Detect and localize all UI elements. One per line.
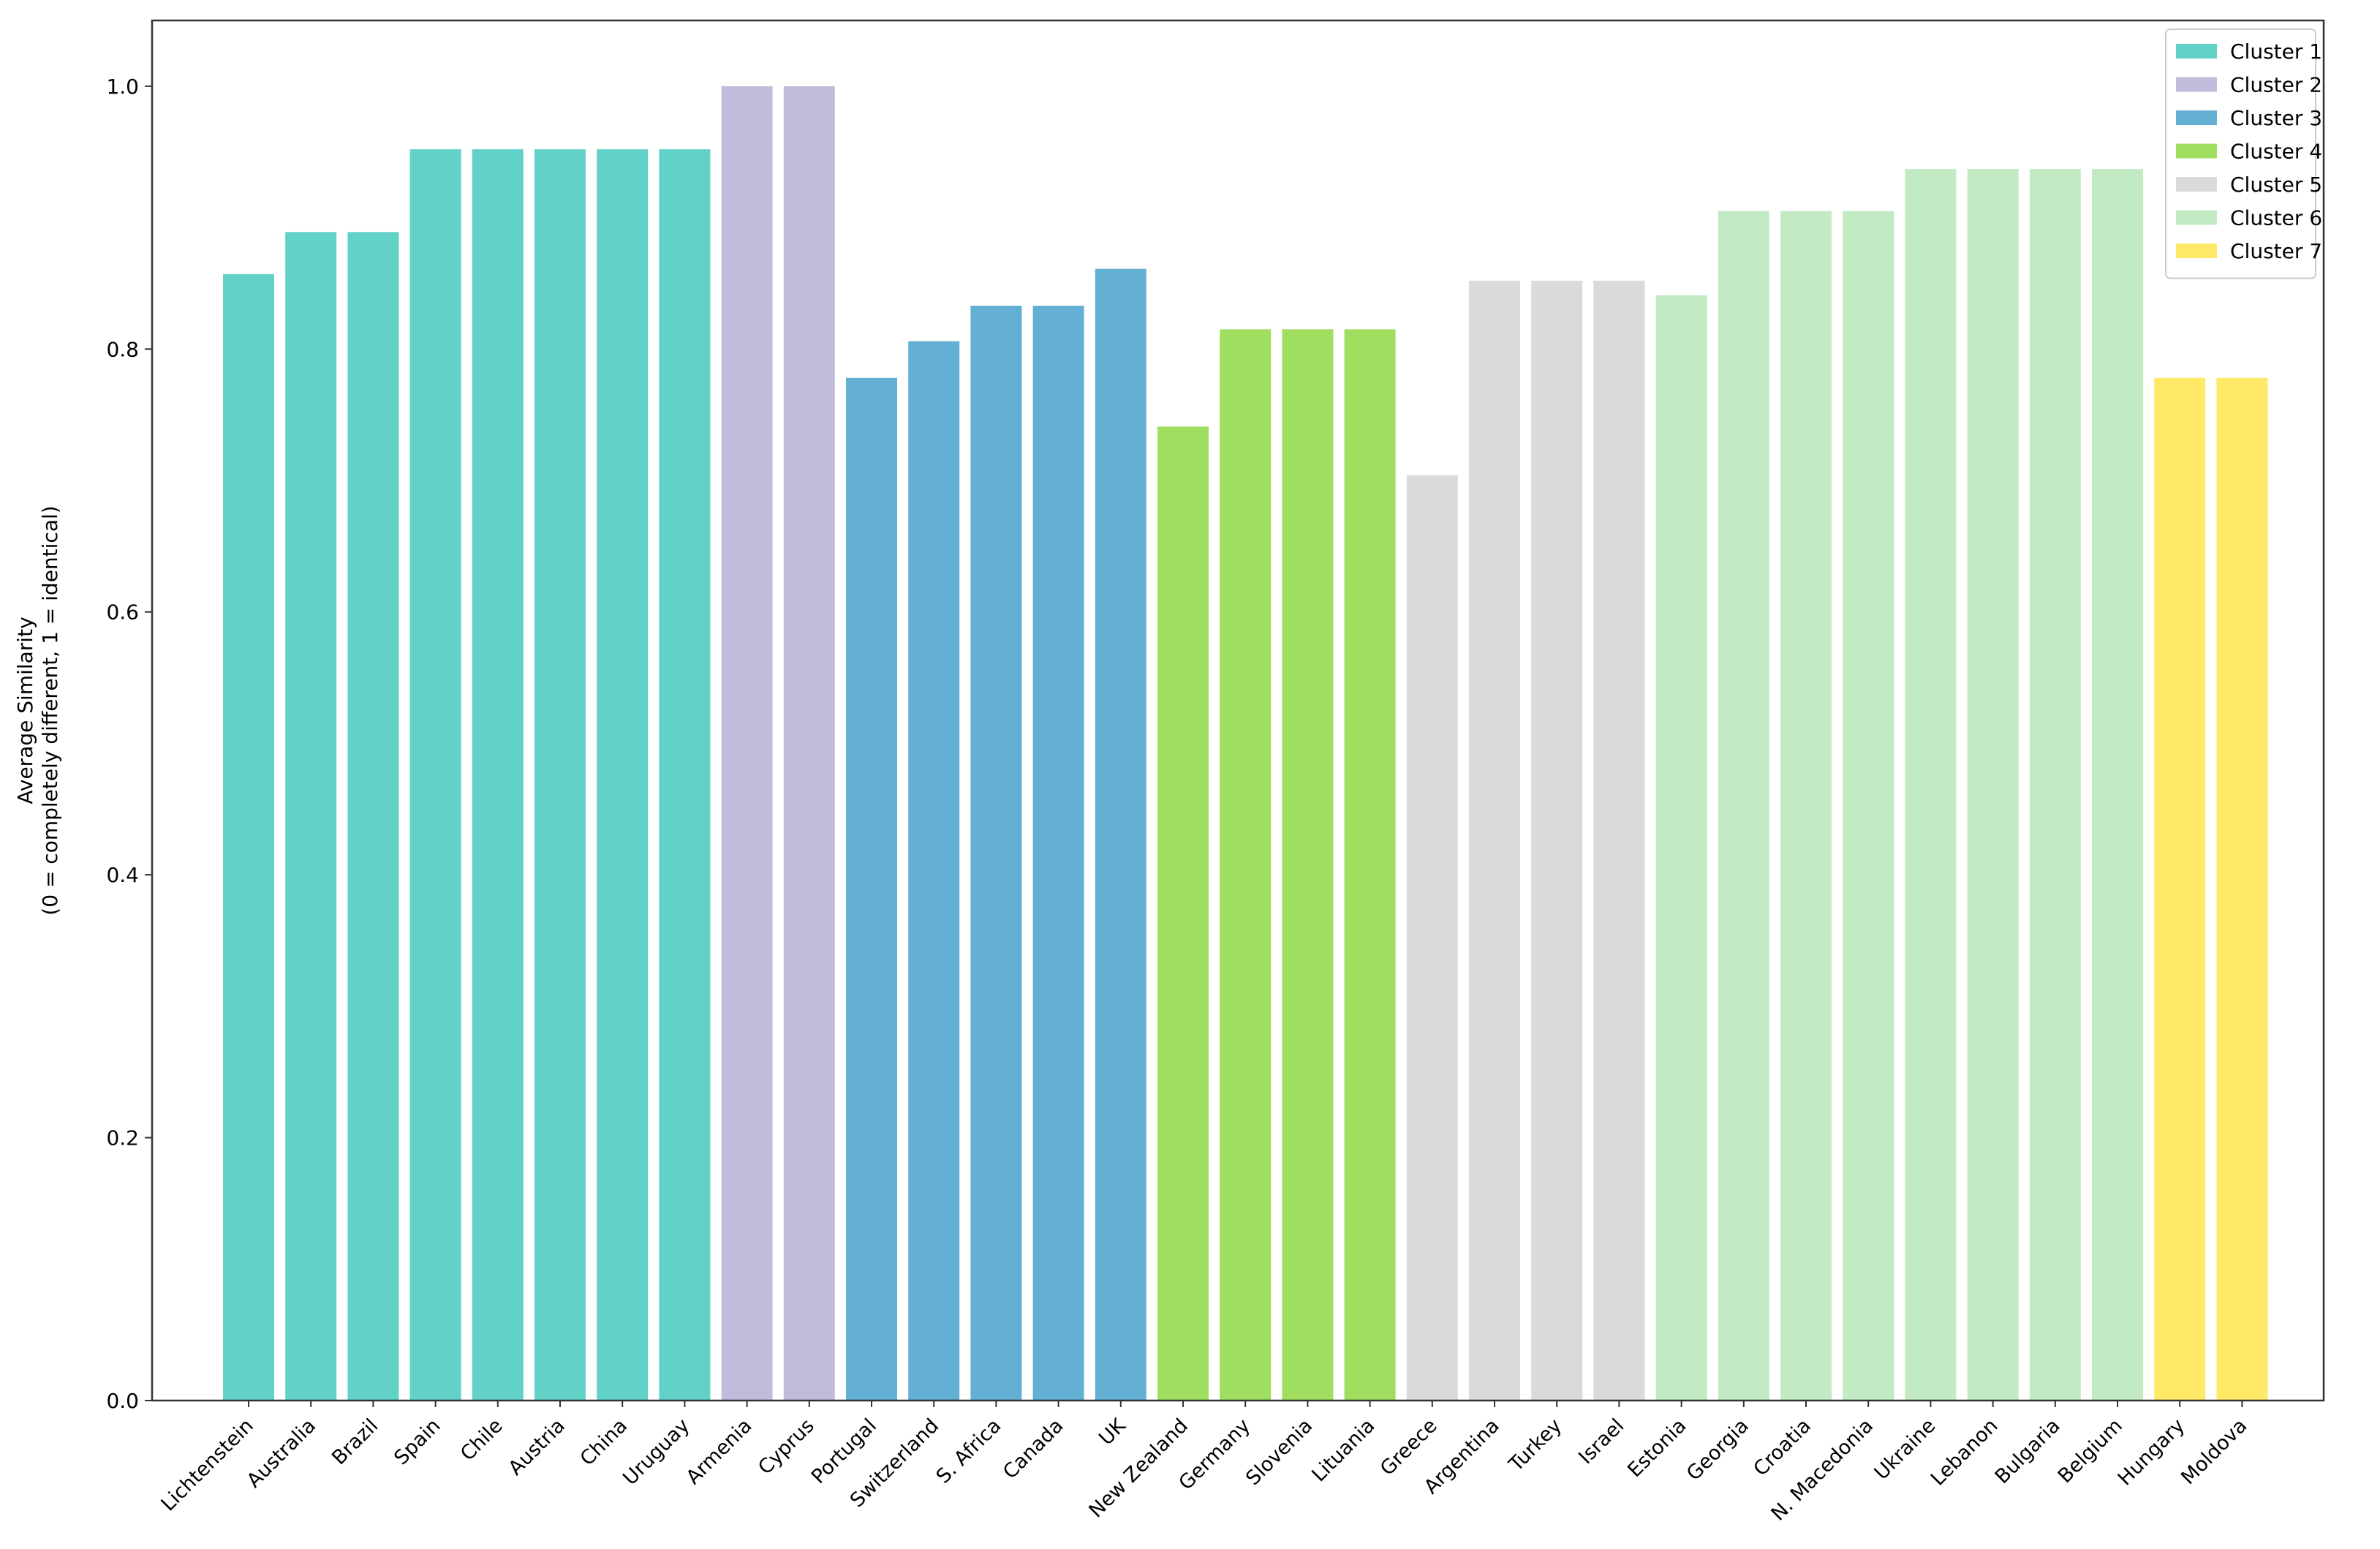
x-tick-label: Moldova (2177, 1414, 2251, 1489)
x-tick-label: China (576, 1414, 632, 1470)
bar-germany (1220, 329, 1272, 1401)
legend-label: Cluster 6 (2230, 206, 2322, 230)
bar-cyprus (783, 86, 835, 1401)
bar-chile (472, 149, 524, 1401)
y-axis-title: Average Similarity (13, 617, 37, 804)
bar-israel (1593, 280, 1645, 1401)
x-tick-label: Brazil (328, 1414, 382, 1469)
y-tick-label: 1.0 (106, 75, 139, 99)
x-tick-label: Spain (390, 1414, 445, 1469)
x-tick-label: Israel (1574, 1414, 1628, 1469)
bar-lituania (1344, 329, 1396, 1401)
bar-uk (1095, 268, 1146, 1401)
x-tick-label: Hungary (2114, 1414, 2189, 1490)
bar-turkey (1531, 280, 1583, 1401)
bar-croatia (1780, 211, 1832, 1401)
legend-label: Cluster 4 (2230, 140, 2322, 164)
x-tick-label: Lebanon (1927, 1414, 2003, 1490)
x-tick-label: Austria (505, 1414, 570, 1480)
legend-swatch (2176, 210, 2217, 225)
bar-belgium (2092, 169, 2143, 1401)
bar-n-macedonia (1843, 211, 1894, 1401)
x-tick-label: Slovenia (1242, 1414, 1317, 1490)
y-tick-label: 0.8 (106, 337, 139, 361)
x-tick-label: Bulgaria (1991, 1414, 2065, 1488)
legend: Cluster 1 Cluster 2 Cluster 3 Cluster 4 Clus… (2165, 29, 2322, 279)
x-tick-label: Chile (456, 1414, 507, 1466)
bar-china (597, 149, 649, 1401)
x-tick-label: UK (1095, 1414, 1130, 1450)
legend-swatch (2176, 177, 2217, 192)
legend-label: Cluster 3 (2230, 106, 2322, 130)
x-tick-label: S. Africa (932, 1414, 1006, 1488)
x-tick-label: Georgia (1682, 1414, 1753, 1485)
x-tick-label: Estonia (1623, 1414, 1690, 1482)
y-axis-subtitle: (0 = completely different, 1 = identical… (38, 505, 62, 915)
y-tick-label: 0.2 (106, 1126, 139, 1150)
legend-label: Cluster 5 (2230, 173, 2322, 197)
legend-label: Cluster 2 (2230, 73, 2322, 97)
bars-group (223, 86, 2268, 1401)
bar-greece (1406, 475, 1458, 1401)
x-tick-label: Uruguay (619, 1414, 694, 1490)
bar-portugal (846, 377, 897, 1401)
legend-swatch (2176, 143, 2217, 159)
bar-canada (1032, 306, 1084, 1401)
bar-uruguay (659, 149, 711, 1401)
bar-australia (285, 232, 337, 1401)
bar-georgia (1718, 211, 1769, 1401)
bar-austria (534, 149, 586, 1401)
y-tick-label: 0.6 (106, 600, 139, 625)
y-tick-label: 0.4 (106, 863, 139, 887)
legend-swatch (2176, 110, 2217, 125)
bar-ukraine (1905, 169, 1957, 1401)
bar-switzerland (908, 341, 960, 1401)
bar-slovenia (1282, 329, 1334, 1401)
bar-estonia (1655, 295, 1707, 1401)
legend-swatch (2176, 244, 2217, 258)
bar-armenia (721, 86, 773, 1401)
y-axis: 0.0 0.2 0.4 0.6 0.8 1.0 (106, 75, 152, 1413)
bar-new-zealand (1157, 426, 1209, 1401)
x-tick-label: Turkey (1504, 1414, 1566, 1477)
bar-lichtenstein (223, 274, 274, 1401)
x-tick-label: Canada (999, 1414, 1068, 1484)
x-tick-label: Armenia (682, 1414, 757, 1489)
legend-label: Cluster 1 (2230, 39, 2322, 64)
x-tick-label: Australia (243, 1414, 320, 1492)
bar-lebanon (1967, 169, 2019, 1401)
bar-hungary (2154, 377, 2206, 1401)
bar-spain (409, 149, 461, 1401)
bar-moldova (2216, 377, 2268, 1401)
bar-argentina (1469, 280, 1520, 1401)
y-tick-label: 0.0 (106, 1389, 139, 1413)
bar-brazil (347, 232, 399, 1401)
legend-label: Cluster 7 (2230, 239, 2322, 263)
bar-bulgaria (2029, 169, 2081, 1401)
legend-swatch (2176, 44, 2217, 59)
bar-s-africa (970, 306, 1022, 1401)
x-tick-label: Lituania (1307, 1414, 1379, 1486)
x-tick-label: Lichtenstein (157, 1414, 258, 1515)
legend-swatch (2176, 77, 2217, 92)
plot-frame (151, 19, 2325, 1402)
